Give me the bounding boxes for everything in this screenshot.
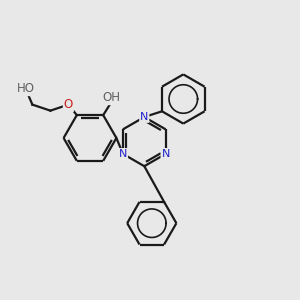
Text: O: O (64, 98, 73, 111)
Text: N: N (119, 149, 127, 159)
Text: N: N (161, 149, 170, 159)
Text: OH: OH (102, 91, 120, 104)
Text: N: N (140, 112, 148, 122)
Text: HO: HO (16, 82, 34, 95)
